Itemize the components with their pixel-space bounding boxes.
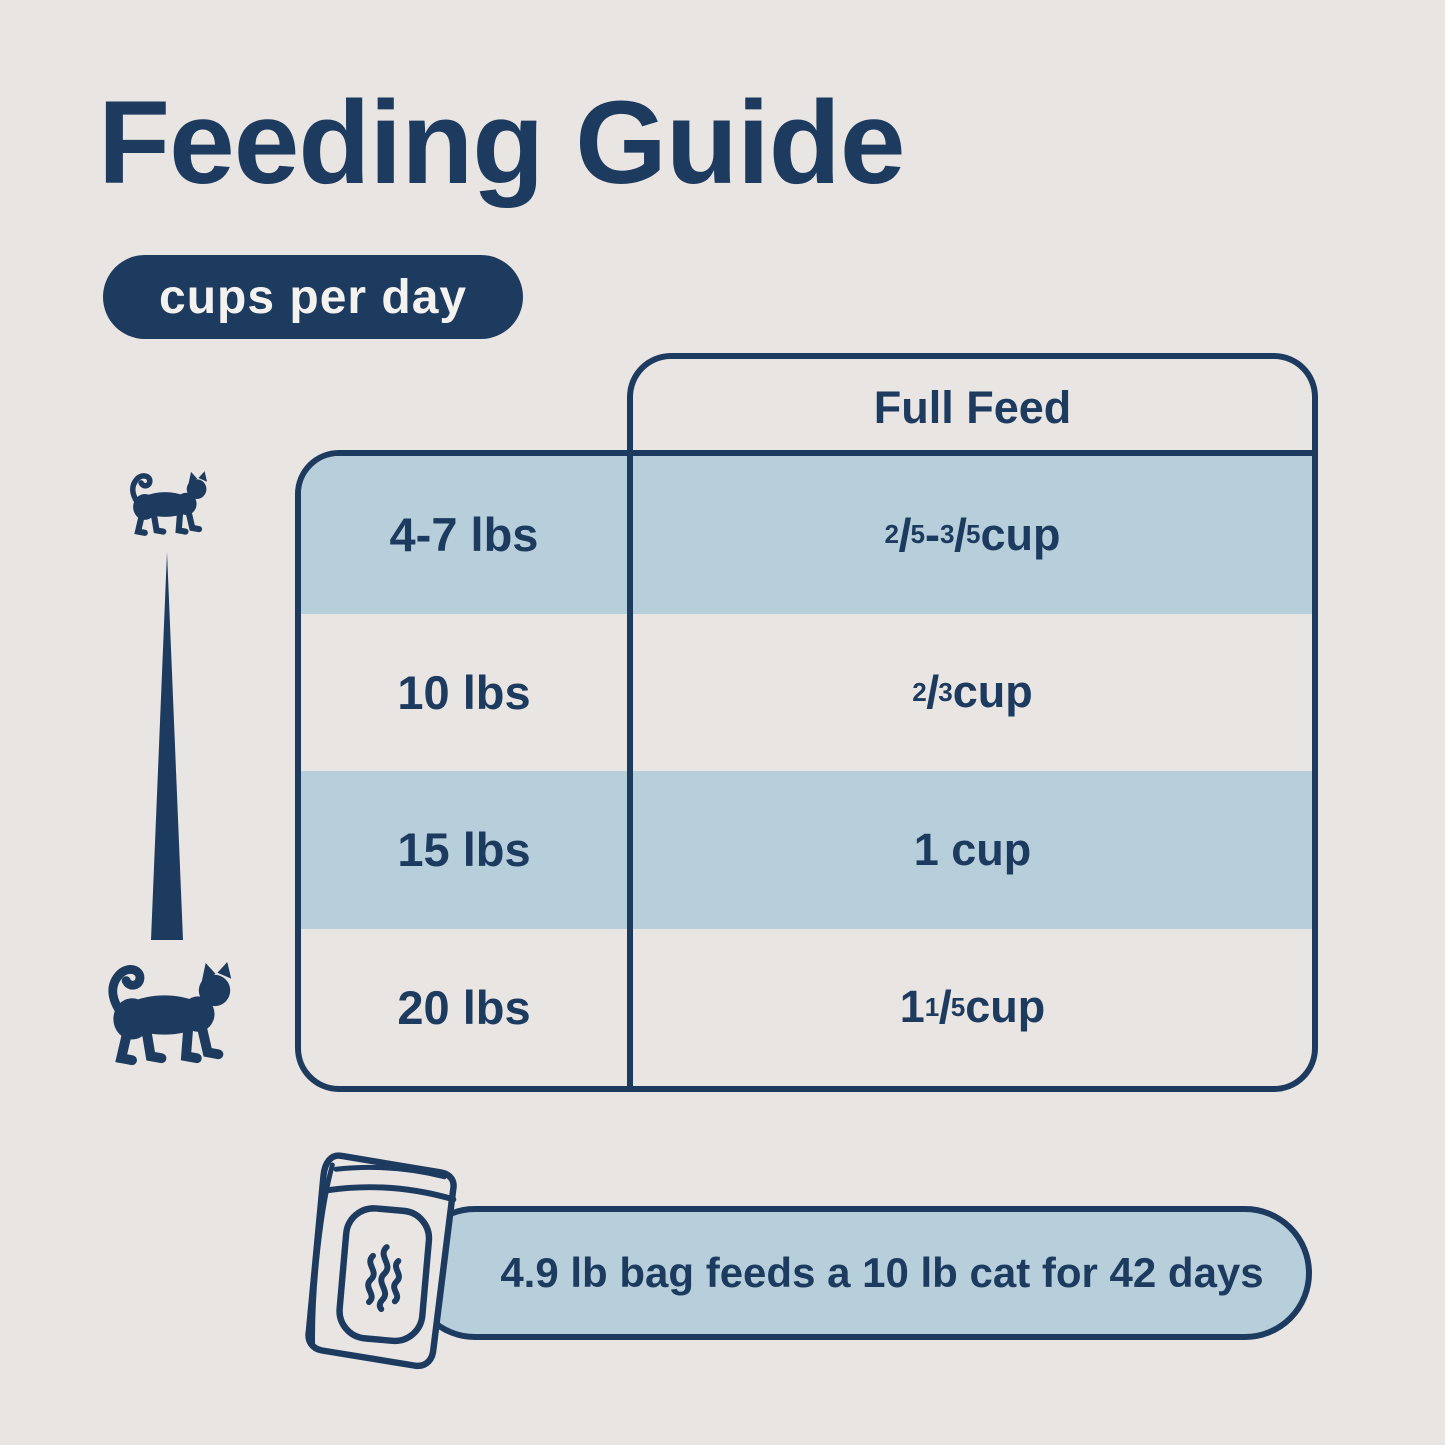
bag-note-pill: 4.9 lb bag feeds a 10 lb cat for 42 days [408,1206,1312,1340]
table-row: 20 lbs 1 1/5 cup [301,928,1312,1086]
food-bag-icon [305,1152,457,1370]
table-row: 15 lbs 1 cup [301,771,1312,929]
feeding-table: 4-7 lbs 2/5 - 3/5 cup 10 lbs 2/3 cup 15 … [295,450,1318,1092]
weight-increase-taper-icon [151,552,183,940]
unit-badge: cups per day [103,255,524,339]
page-title: Feeding Guide [98,77,905,209]
amount-cell: 2/5 - 3/5 cup [627,456,1312,614]
steam-icon [365,1244,402,1313]
small-cat-icon [112,470,214,539]
unit-badge-label: cups per day [159,270,468,324]
bag-note-text: 4.9 lb bag feeds a 10 lb cat for 42 days [500,1249,1264,1296]
amount-cell: 2/3 cup [627,613,1312,771]
weight-cell: 15 lbs [397,823,531,877]
large-cat-icon [80,960,242,1070]
full-feed-column-header: Full Feed [627,353,1318,456]
full-feed-label: Full Feed [873,381,1072,433]
weight-cell: 10 lbs [397,665,531,719]
weight-cell: 4-7 lbs [389,508,539,562]
weight-cell: 20 lbs [397,980,531,1034]
amount-cell: 1 cup [627,771,1312,929]
amount-cell: 1 1/5 cup [627,928,1312,1086]
table-row: 4-7 lbs 2/5 - 3/5 cup [301,456,1312,614]
table-row: 10 lbs 2/3 cup [301,613,1312,771]
